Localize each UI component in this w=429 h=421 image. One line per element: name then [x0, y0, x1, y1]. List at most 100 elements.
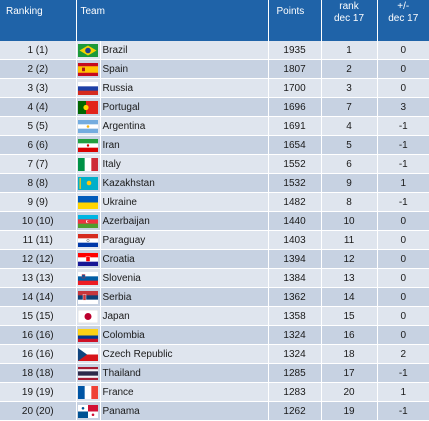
flag-cell [76, 230, 101, 250]
japan-flag-icon [78, 309, 98, 323]
rank-dec17-cell: 13 [321, 268, 378, 288]
table-row: 11 (11) Paraguay 1403 11 0 [0, 230, 429, 250]
points-cell: 1807 [268, 59, 322, 79]
france-flag-icon [78, 385, 98, 399]
ranking-cell: 18 (18) [0, 363, 77, 383]
ranking-cell: 16 (16) [0, 325, 77, 345]
ranking-cell: 9 (9) [0, 192, 77, 212]
plusminus-cell: 1 [377, 173, 429, 193]
team-cell: Italy [100, 154, 269, 174]
ranking-cell: 14 (14) [0, 287, 77, 307]
team-cell: France [100, 382, 269, 402]
plusminus-cell: -1 [377, 154, 429, 174]
header-team: Team [76, 0, 269, 41]
flag-cell [76, 116, 101, 136]
points-cell: 1552 [268, 154, 322, 174]
plusminus-cell: 2 [377, 344, 429, 364]
team-cell: Serbia [100, 287, 269, 307]
plusminus-cell: 0 [377, 325, 429, 345]
table-row: 10 (10) Azerbaijan 1440 10 0 [0, 211, 429, 231]
panama-flag-icon [78, 404, 98, 418]
header-plusminus-dec17: +/- dec 17 [377, 0, 429, 41]
rank-dec17-cell: 16 [321, 325, 378, 345]
kazakhstan-flag-icon [78, 176, 98, 190]
table-row: 12 (12) Croatia 1394 12 0 [0, 249, 429, 269]
table-row: 8 (8) Kazakhstan 1532 9 1 [0, 173, 429, 193]
team-cell: Brazil [100, 41, 269, 60]
team-cell: Paraguay [100, 230, 269, 250]
rank-dec17-cell: 7 [321, 97, 378, 117]
rank-dec17-cell: 12 [321, 249, 378, 269]
points-cell: 1384 [268, 268, 322, 288]
ranking-cell: 5 (5) [0, 116, 77, 136]
ranking-cell: 2 (2) [0, 59, 77, 79]
plusminus-cell: -1 [377, 401, 429, 421]
italy-flag-icon [78, 157, 98, 171]
table-row: 2 (2) Spain 1807 2 0 [0, 59, 429, 79]
flag-cell [76, 401, 101, 421]
points-cell: 1394 [268, 249, 322, 269]
points-cell: 1362 [268, 287, 322, 307]
table-row: 16 (16) Czech Republic 1324 18 2 [0, 344, 429, 364]
ranking-cell: 3 (3) [0, 78, 77, 98]
header-ranking: Ranking [0, 0, 77, 41]
plusminus-cell: -1 [377, 363, 429, 383]
table-row: 14 (14) Serbia 1362 14 0 [0, 287, 429, 307]
ranking-cell: 15 (15) [0, 306, 77, 326]
plusminus-cell: -1 [377, 192, 429, 212]
flag-cell [76, 344, 101, 364]
plusminus-cell: 0 [377, 306, 429, 326]
iran-flag-icon [78, 138, 98, 152]
ranking-cell: 10 (10) [0, 211, 77, 231]
flag-cell [76, 41, 101, 60]
czech-flag-icon [78, 347, 98, 361]
flag-cell [76, 211, 101, 231]
rank-dec17-cell: 8 [321, 192, 378, 212]
header-rank-line1: rank [339, 1, 359, 12]
points-cell: 1691 [268, 116, 322, 136]
points-cell: 1935 [268, 41, 322, 60]
points-cell: 1482 [268, 192, 322, 212]
flag-cell [76, 154, 101, 174]
ranking-cell: 11 (11) [0, 230, 77, 250]
flag-cell [76, 173, 101, 193]
team-cell: Azerbaijan [100, 211, 269, 231]
argentina-flag-icon [78, 119, 98, 133]
team-cell: Kazakhstan [100, 173, 269, 193]
flag-cell [76, 268, 101, 288]
croatia-flag-icon [78, 252, 98, 266]
header-pm-line2: dec 17 [388, 13, 419, 24]
plusminus-cell: 0 [377, 249, 429, 269]
points-cell: 1696 [268, 97, 322, 117]
rank-dec17-cell: 14 [321, 287, 378, 307]
ranking-cell: 6 (6) [0, 135, 77, 155]
table-row: 3 (3) Russia 1700 3 0 [0, 78, 429, 98]
brazil-flag-icon [78, 43, 98, 57]
team-cell: Russia [100, 78, 269, 98]
team-cell: Colombia [100, 325, 269, 345]
team-cell: Czech Republic [100, 344, 269, 364]
table-row: 20 (20) Panama 1262 19 -1 [0, 401, 429, 421]
points-cell: 1403 [268, 230, 322, 250]
ranking-cell: 7 (7) [0, 154, 77, 174]
spain-flag-icon [78, 62, 98, 76]
rank-dec17-cell: 5 [321, 135, 378, 155]
header-pm-line1: +/- [397, 1, 410, 12]
ukraine-flag-icon [78, 195, 98, 209]
ranking-cell: 16 (16) [0, 344, 77, 364]
plusminus-cell: 0 [377, 268, 429, 288]
flag-cell [76, 325, 101, 345]
azerbaijan-flag-icon [78, 214, 98, 228]
paraguay-flag-icon [78, 233, 98, 247]
flag-cell [76, 249, 101, 269]
thailand-flag-icon [78, 366, 98, 380]
points-cell: 1700 [268, 78, 322, 98]
plusminus-cell: -1 [377, 116, 429, 136]
table-row: 18 (18) Thailand 1285 17 -1 [0, 363, 429, 383]
ranking-cell: 4 (4) [0, 97, 77, 117]
team-cell: Panama [100, 401, 269, 421]
table-row: 1 (1) Brazil 1935 1 0 [0, 41, 429, 60]
points-cell: 1285 [268, 363, 322, 383]
table-row: 9 (9) Ukraine 1482 8 -1 [0, 192, 429, 212]
slovenia-flag-icon [78, 271, 98, 285]
